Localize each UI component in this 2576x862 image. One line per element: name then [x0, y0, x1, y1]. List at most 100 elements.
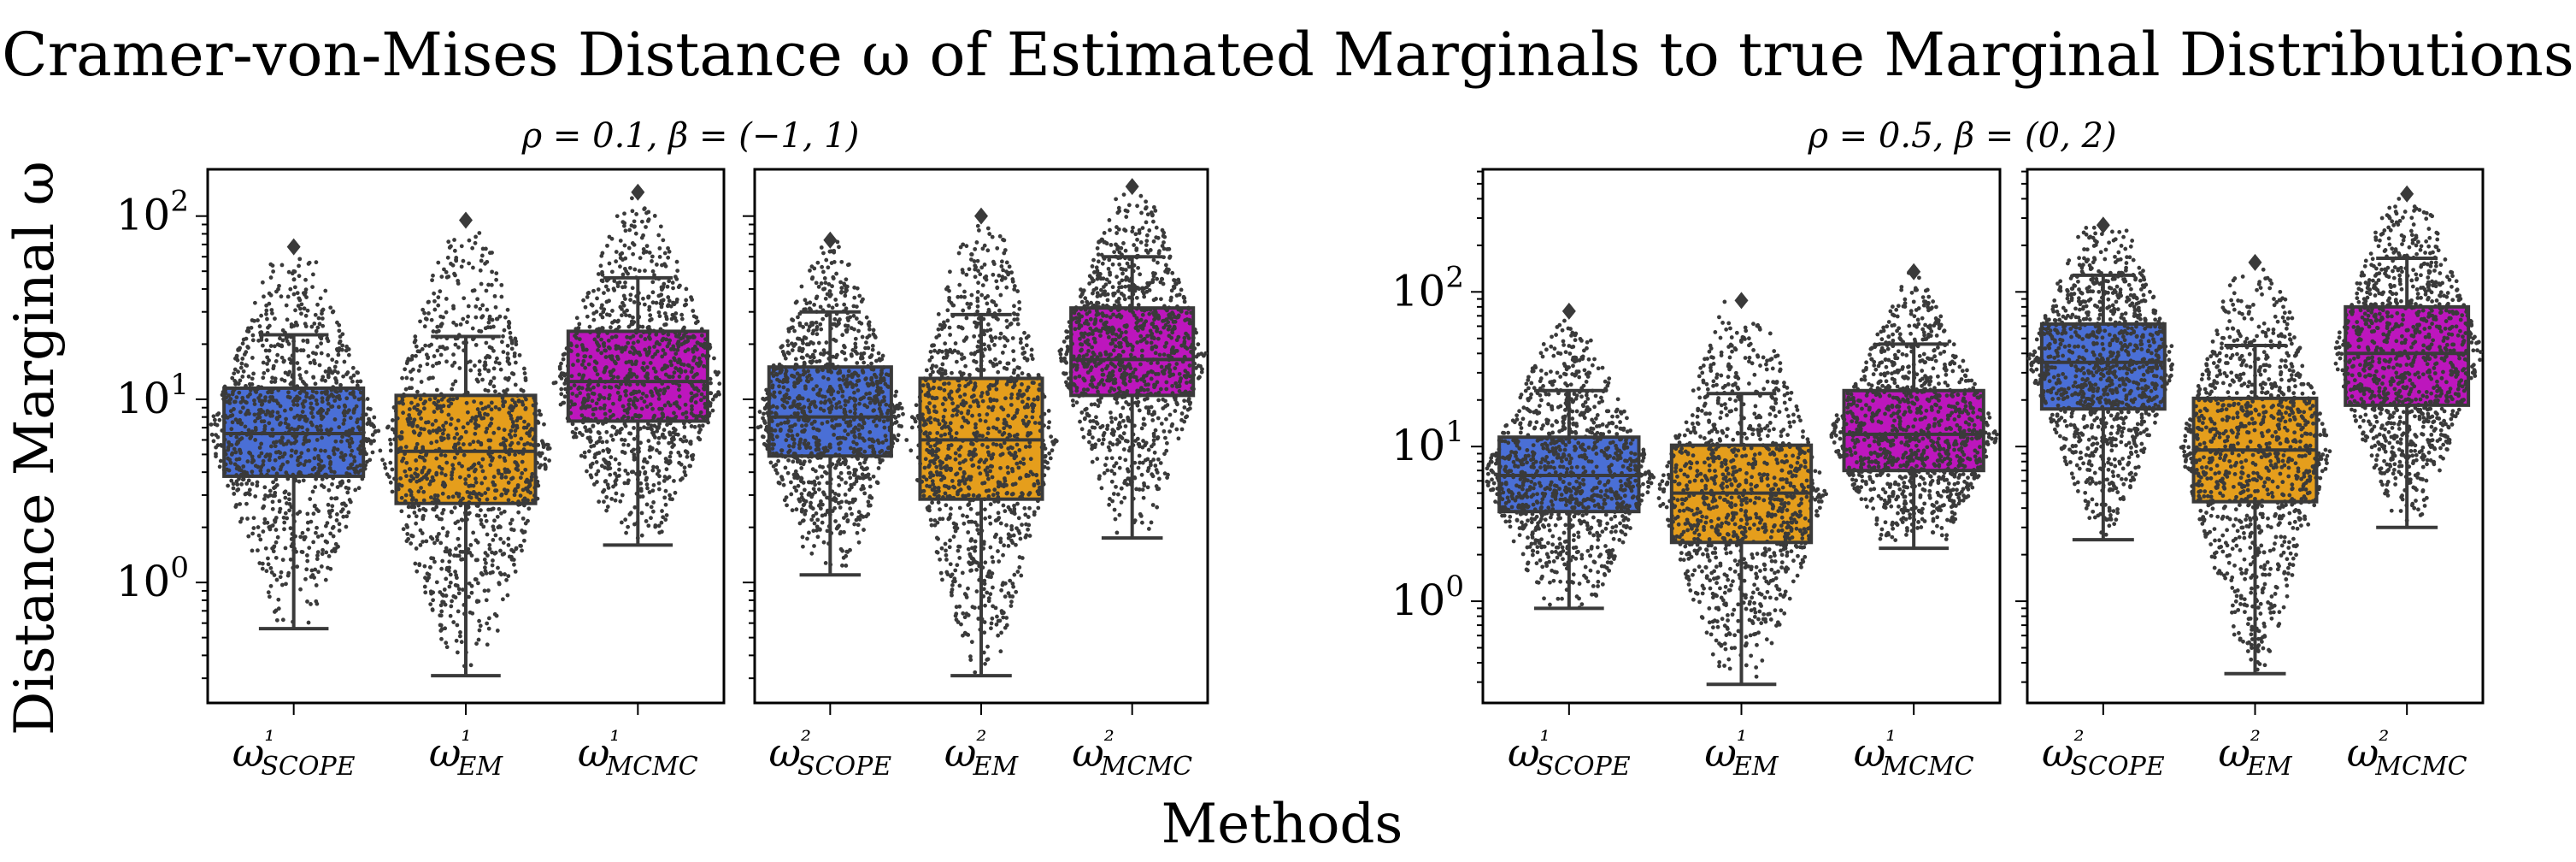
data-point	[791, 399, 797, 404]
data-point	[320, 316, 325, 321]
data-point	[844, 382, 850, 387]
data-point	[247, 411, 251, 416]
data-point	[497, 582, 502, 587]
data-point	[825, 481, 830, 486]
data-point	[815, 475, 820, 481]
data-point	[674, 400, 679, 404]
data-point	[658, 387, 663, 393]
data-point	[819, 400, 824, 405]
data-point	[388, 480, 393, 485]
data-point	[970, 413, 974, 418]
data-point	[311, 511, 316, 517]
data-point	[521, 366, 526, 371]
data-point	[829, 369, 834, 375]
data-point	[410, 534, 415, 539]
data-point	[601, 448, 606, 453]
data-point	[315, 438, 320, 442]
data-point	[626, 340, 631, 345]
data-point	[816, 428, 821, 433]
data-point	[434, 580, 439, 585]
data-point	[812, 544, 816, 548]
data-point	[283, 370, 288, 375]
data-point	[245, 328, 250, 334]
data-point	[820, 513, 825, 518]
data-point	[475, 379, 480, 384]
data-point	[265, 520, 270, 525]
data-point	[667, 298, 672, 304]
data-point	[385, 425, 390, 430]
data-point	[656, 426, 661, 430]
data-point	[372, 439, 376, 443]
data-point	[249, 325, 254, 330]
data-point	[614, 250, 619, 254]
data-point	[961, 513, 965, 518]
data-point	[586, 362, 591, 367]
data-point	[430, 500, 435, 505]
data-point	[630, 196, 634, 201]
data-point	[237, 476, 241, 481]
data-point	[809, 493, 814, 498]
data-point	[764, 387, 769, 393]
data-point	[637, 415, 642, 419]
data-point	[591, 317, 597, 322]
data-point	[867, 445, 873, 449]
data-point	[352, 455, 356, 460]
data-point	[938, 477, 944, 482]
data-point	[479, 329, 484, 334]
data-point	[230, 420, 235, 425]
data-point	[683, 349, 688, 354]
data-point	[663, 502, 668, 507]
data-point	[789, 492, 794, 497]
data-point	[646, 294, 650, 299]
data-point	[278, 404, 283, 409]
data-point	[455, 396, 460, 401]
data-point	[465, 390, 470, 395]
data-point	[657, 342, 662, 347]
data-point	[286, 492, 291, 497]
data-point	[960, 424, 964, 429]
data-point	[358, 390, 363, 395]
data-point	[314, 398, 319, 403]
data-point	[319, 351, 324, 356]
data-point	[457, 526, 462, 531]
data-point	[332, 549, 338, 554]
data-point	[310, 489, 315, 494]
data-point	[790, 341, 794, 346]
data-point	[459, 264, 464, 269]
data-point	[211, 414, 216, 419]
data-point	[798, 478, 803, 483]
data-point	[469, 590, 474, 595]
data-point	[422, 584, 427, 589]
data-point	[493, 389, 497, 394]
data-point	[605, 505, 610, 509]
data-point	[586, 404, 591, 409]
data-point	[479, 481, 485, 486]
data-point	[263, 412, 268, 417]
data-point	[574, 393, 579, 399]
data-point	[595, 372, 600, 377]
data-point	[631, 340, 636, 345]
data-point	[691, 452, 696, 458]
data-point	[310, 415, 315, 419]
data-point	[789, 480, 793, 485]
data-point	[399, 430, 404, 434]
data-point	[382, 462, 387, 467]
data-point	[260, 566, 265, 571]
data-point	[815, 456, 820, 460]
data-point	[852, 327, 856, 332]
data-point	[462, 393, 467, 398]
data-point	[803, 511, 808, 517]
data-point	[773, 428, 778, 433]
data-point	[280, 558, 285, 563]
data-point	[392, 437, 397, 442]
data-point	[247, 450, 251, 455]
data-point	[709, 391, 714, 396]
data-point	[828, 405, 833, 410]
data-point	[830, 489, 835, 494]
data-point	[856, 510, 862, 515]
data-point	[452, 238, 456, 242]
data-point	[843, 493, 848, 497]
data-point	[342, 359, 347, 364]
data-point	[278, 506, 283, 511]
data-point	[681, 340, 686, 345]
